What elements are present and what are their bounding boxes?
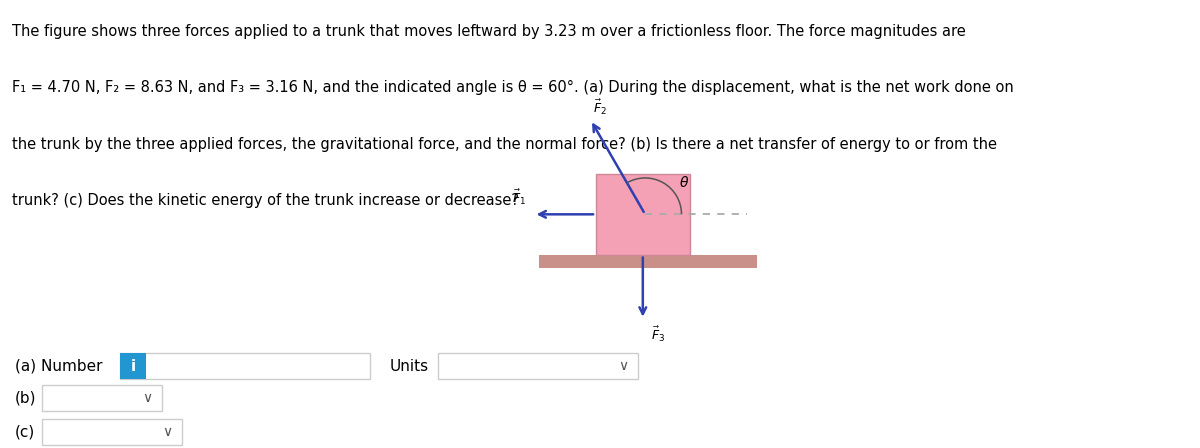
Text: the trunk by the three applied forces, the gravitational force, and the normal f: the trunk by the three applied forces, t… [12, 137, 997, 152]
Bar [42, 419, 182, 445]
Text: $\theta$: $\theta$ [679, 175, 689, 190]
Text: i: i [131, 359, 136, 374]
Text: ∨: ∨ [618, 359, 628, 373]
Text: (c): (c) [14, 425, 35, 439]
Text: The figure shows three forces applied to a trunk that moves leftward by 3.23 m o: The figure shows three forces applied to… [12, 24, 966, 39]
Bar [539, 254, 757, 267]
Text: (b): (b) [14, 391, 36, 406]
Bar [438, 353, 638, 379]
Text: $\vec{F}_1$: $\vec{F}_1$ [512, 187, 526, 207]
Text: Units: Units [390, 359, 430, 374]
Text: trunk? (c) Does the kinetic energy of the trunk increase or decrease?: trunk? (c) Does the kinetic energy of th… [12, 194, 520, 208]
Text: $\vec{F}_3$: $\vec{F}_3$ [650, 325, 665, 344]
Bar [120, 353, 146, 379]
Text: ∨: ∨ [162, 425, 172, 439]
Bar [42, 385, 162, 411]
Text: $\vec{F}_2$: $\vec{F}_2$ [593, 98, 607, 117]
Text: (a) Number: (a) Number [14, 359, 102, 374]
Bar [120, 353, 370, 379]
Text: F₁ = 4.70 N, F₂ = 8.63 N, and F₃ = 3.16 N, and the indicated angle is θ = 60°. (: F₁ = 4.70 N, F₂ = 8.63 N, and F₃ = 3.16 … [12, 81, 1014, 95]
Bar [596, 174, 690, 254]
Text: ∨: ∨ [142, 391, 152, 405]
